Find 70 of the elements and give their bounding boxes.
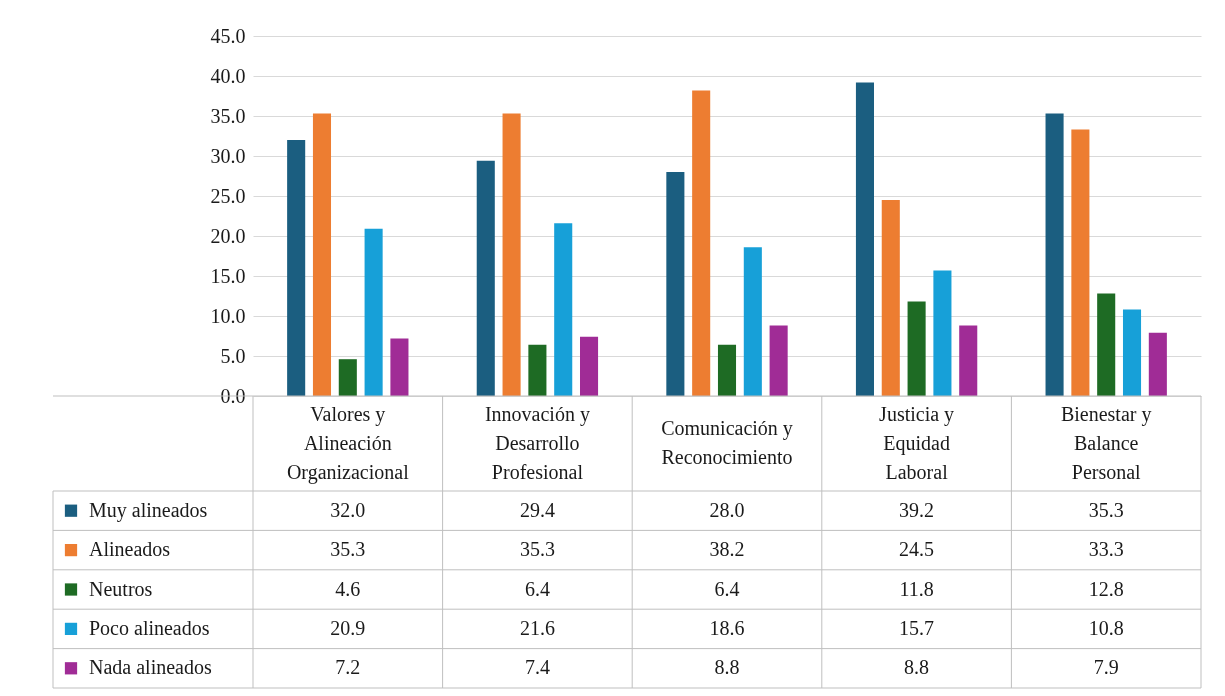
bar [312, 113, 332, 396]
bar [743, 247, 762, 396]
bar [502, 113, 521, 396]
data-label: 12.8 [1088, 577, 1124, 600]
bar [855, 82, 874, 396]
data-label: 18.6 [709, 616, 745, 639]
data-label: 39.2 [899, 498, 935, 521]
x-tick-label: Bienestar y Balance Personal [1060, 402, 1152, 483]
bar [1071, 129, 1090, 396]
x-tick-label: Innovación y Desarrollo Profesional [484, 402, 590, 483]
data-label: 6.4 [524, 577, 550, 600]
bar [287, 140, 306, 396]
legend-label: Alineados [89, 538, 171, 561]
bar [580, 336, 599, 396]
y-tick-label: 45.0 [210, 24, 246, 47]
x-tick-label: Valores y Alineación Organizacional [286, 402, 410, 484]
x-tick-label: Justicia y Equidad Laboral [879, 402, 955, 483]
bar [769, 325, 788, 396]
bar [476, 160, 495, 396]
bar [1122, 309, 1142, 396]
data-label: 35.3 [519, 538, 555, 561]
legend-label: Poco alineados [89, 616, 210, 639]
y-tick-label: 0.0 [220, 384, 246, 407]
y-tick-label: 15.0 [210, 264, 246, 287]
bar [528, 344, 547, 396]
y-tick-label: 20.0 [210, 224, 246, 247]
data-label: 8.8 [714, 656, 740, 679]
data-label: 6.4 [714, 577, 740, 600]
data-label: 33.3 [1088, 538, 1124, 561]
legend-label: Muy alineados [89, 498, 208, 522]
data-label: 11.8 [899, 577, 934, 600]
data-label: 21.6 [519, 616, 555, 639]
bar [907, 301, 926, 396]
bar [881, 200, 900, 396]
data-label: 4.6 [335, 577, 361, 600]
data-label: 32.0 [330, 498, 366, 521]
x-tick-label: Comunicación y Reconocimiento [661, 417, 793, 468]
data-label: 20.9 [330, 616, 366, 639]
bar [364, 228, 383, 396]
data-label: 10.8 [1088, 616, 1124, 639]
bar [1148, 332, 1167, 396]
bar [390, 338, 409, 396]
y-tick-label: 35.0 [210, 104, 246, 127]
bar [717, 344, 737, 396]
data-label: 7.9 [1093, 656, 1119, 679]
y-tick-label: 10.0 [210, 304, 246, 327]
y-tick-label: 40.0 [210, 64, 246, 87]
y-tick-label: 25.0 [210, 184, 246, 207]
y-tick-label: 30.0 [210, 144, 246, 167]
bar [666, 172, 685, 396]
data-label: 7.4 [524, 656, 550, 679]
data-label: 15.7 [899, 616, 935, 639]
bar [338, 359, 357, 396]
data-label: 38.2 [709, 538, 745, 561]
bar [1045, 113, 1064, 396]
bar [554, 223, 573, 396]
y-tick-label: 5.0 [220, 344, 246, 367]
bar [933, 270, 952, 396]
legend-label: Nada alineados [89, 656, 212, 679]
data-label: 35.3 [1088, 498, 1124, 521]
data-label: 8.8 [904, 656, 930, 679]
data-label: 24.5 [899, 538, 935, 561]
data-label: 35.3 [330, 538, 366, 561]
bar [692, 90, 711, 396]
bar [1097, 293, 1116, 396]
data-label: 28.0 [709, 498, 745, 521]
legend-label: Neutros [89, 577, 153, 600]
data-label: 7.2 [335, 656, 361, 679]
data-label: 29.4 [519, 498, 555, 521]
bar [959, 325, 978, 396]
